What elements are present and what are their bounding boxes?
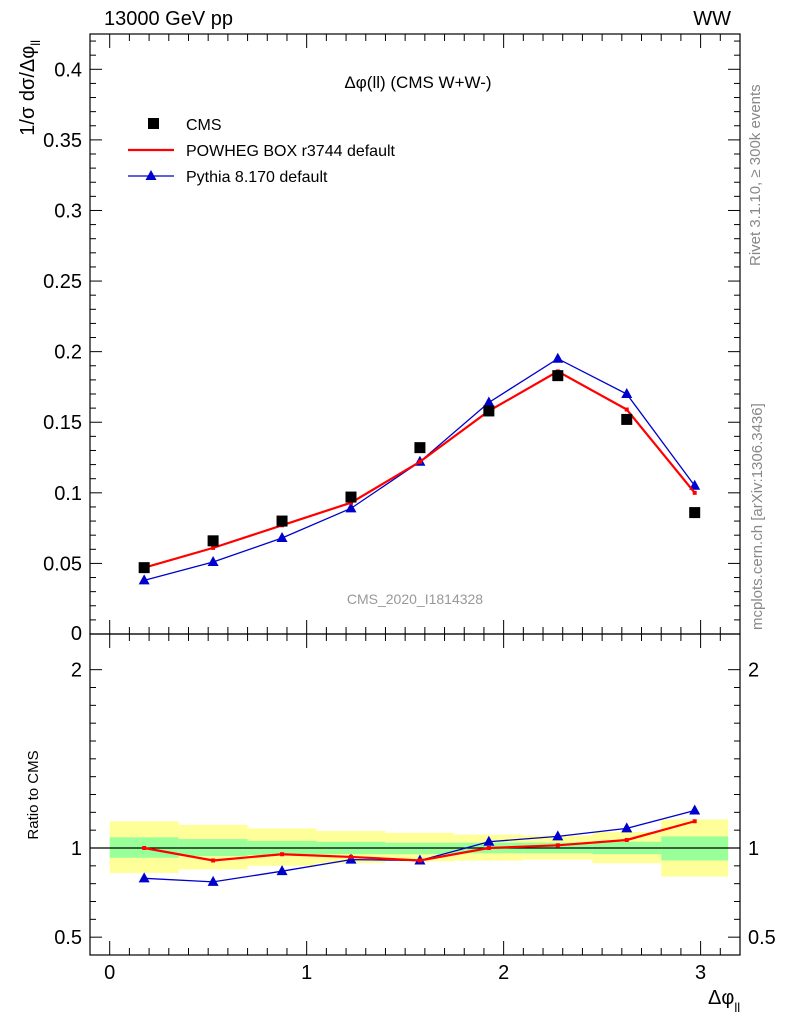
chart-title: Δφ(ll) (CMS W+W-) bbox=[344, 73, 491, 92]
x-tick-label: 2 bbox=[498, 962, 509, 984]
ratio-powheg-point bbox=[142, 846, 147, 850]
pythia-point bbox=[483, 396, 495, 407]
ratio-y-tick-label: 2 bbox=[71, 660, 82, 682]
cms-data-point bbox=[207, 535, 219, 547]
pythia-line bbox=[143, 357, 696, 581]
header-final-state: WW bbox=[693, 8, 731, 30]
ratio-panel: 0.5 0.5 1 1 2 2 0 1 2 3 Ratio to CMS Δφll bbox=[25, 633, 776, 1015]
legend-cms-label: CMS bbox=[186, 117, 222, 134]
cms-data-point bbox=[552, 370, 564, 382]
cms-data-point bbox=[621, 413, 633, 425]
cms-data-point bbox=[689, 507, 701, 519]
ratio-pythia-point bbox=[621, 822, 633, 833]
y-axis-title: 1/σ dσ/Δφll bbox=[17, 40, 43, 136]
ratio-powheg-point bbox=[348, 854, 353, 859]
y-tick-label: 0.2 bbox=[54, 342, 82, 364]
y-tick-label: 0.15 bbox=[43, 412, 82, 434]
pythia-point bbox=[552, 352, 564, 363]
legend-pythia-label: Pythia 8.170 default bbox=[186, 169, 328, 186]
pythia-point bbox=[138, 574, 150, 585]
rivet-version-text: Rivet 3.1.10, ≥ 300k events bbox=[747, 84, 764, 266]
ratio-powheg-point bbox=[211, 858, 216, 863]
ratio-y-tick-label-right: 0.5 bbox=[748, 927, 776, 949]
powheg-point bbox=[211, 545, 216, 550]
ratio-powheg-point bbox=[692, 819, 697, 824]
x-tick-label: 1 bbox=[301, 962, 312, 984]
pythia-point bbox=[689, 479, 701, 490]
ratio-pythia-point bbox=[276, 865, 288, 876]
ratio-pythia-point bbox=[138, 872, 150, 883]
ratio-pythia-point bbox=[552, 830, 564, 841]
ratio-powheg-point bbox=[280, 852, 285, 857]
cms-data-point bbox=[483, 405, 495, 417]
legend-powheg-label: POWHEG BOX r3744 default bbox=[186, 143, 396, 160]
main-panel: 0 0.05 0.1 0.15 0.2 0.25 0.3 0.35 0.4 1/σ dσ/Δφll… bbox=[17, 33, 741, 645]
ratio-powheg-point bbox=[417, 858, 422, 863]
y-tick-label: 0.05 bbox=[43, 553, 82, 575]
cms-data-point bbox=[276, 515, 288, 527]
ratio-pythia-point bbox=[689, 804, 701, 815]
legend-cms-marker bbox=[148, 118, 159, 129]
ratio-frame bbox=[89, 633, 741, 956]
pythia-point bbox=[276, 532, 288, 542]
pythia-point bbox=[621, 388, 633, 398]
ratio-y-axis-title: Ratio to CMS bbox=[25, 750, 42, 839]
y-tick-label: 0.25 bbox=[43, 271, 82, 293]
header-process: 13000 GeV pp bbox=[104, 8, 233, 30]
analysis-watermark: CMS_2020_I1814328 bbox=[347, 591, 483, 607]
powheg-point bbox=[624, 407, 629, 412]
ratio-powheg-point bbox=[624, 837, 629, 842]
y-tick-label: 0 bbox=[71, 623, 82, 645]
ratio-pythia-point bbox=[483, 835, 495, 846]
powheg-point bbox=[348, 500, 353, 505]
y-tick-label: 0.4 bbox=[54, 59, 82, 81]
ratio-y-tick-label: 1 bbox=[71, 838, 82, 860]
y-tick-label: 0.35 bbox=[43, 130, 82, 152]
cms-data-point bbox=[138, 562, 150, 574]
pythia-point bbox=[207, 556, 219, 566]
pythia-point bbox=[345, 502, 357, 513]
powheg-point bbox=[692, 490, 697, 495]
ratio-y-tick-label-right: 2 bbox=[748, 660, 759, 682]
ratio-y-tick-label-right: 1 bbox=[748, 838, 759, 860]
powheg-line bbox=[143, 370, 696, 569]
y-tick-label: 0.1 bbox=[54, 483, 82, 505]
ratio-y-tick-label: 0.5 bbox=[54, 927, 82, 949]
y-tick-label: 0.3 bbox=[54, 200, 82, 222]
ratio-powheg-point bbox=[555, 843, 560, 848]
powheg-point bbox=[417, 459, 422, 464]
x-axis-title: Δφll bbox=[708, 987, 740, 1015]
mcplots-reference-text: mcplots.cern.ch [arXiv:1306.3436] bbox=[749, 403, 766, 630]
ratio-powheg-point bbox=[486, 846, 491, 850]
legend-pythia-marker bbox=[145, 170, 157, 180]
ratio-pythia-point bbox=[207, 875, 219, 886]
x-tick-label: 3 bbox=[695, 962, 706, 984]
x-tick-label: 0 bbox=[104, 962, 115, 984]
cms-data-point bbox=[345, 491, 357, 503]
cms-data-point bbox=[414, 442, 426, 454]
